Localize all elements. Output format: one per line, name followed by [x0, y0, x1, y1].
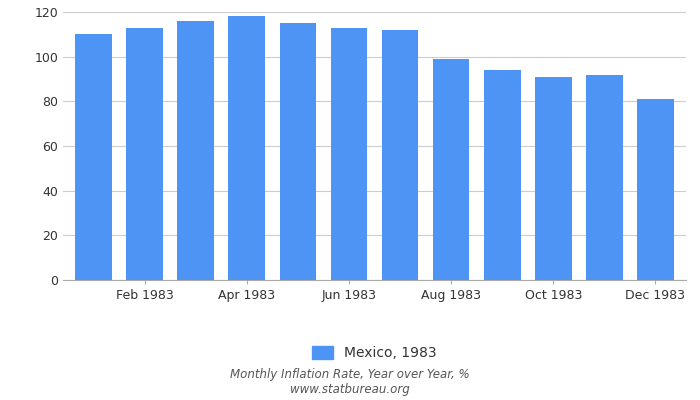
Bar	[637, 99, 673, 280]
Bar	[177, 21, 214, 280]
Bar	[535, 77, 572, 280]
Bar	[586, 74, 623, 280]
Bar	[433, 59, 470, 280]
Legend: Mexico, 1983: Mexico, 1983	[307, 340, 442, 366]
Text: Monthly Inflation Rate, Year over Year, %: Monthly Inflation Rate, Year over Year, …	[230, 368, 470, 381]
Bar	[279, 23, 316, 280]
Bar	[76, 34, 112, 280]
Bar	[382, 30, 419, 280]
Bar	[484, 70, 521, 280]
Bar	[228, 16, 265, 280]
Bar	[330, 28, 368, 280]
Text: www.statbureau.org: www.statbureau.org	[290, 383, 410, 396]
Bar	[126, 28, 163, 280]
